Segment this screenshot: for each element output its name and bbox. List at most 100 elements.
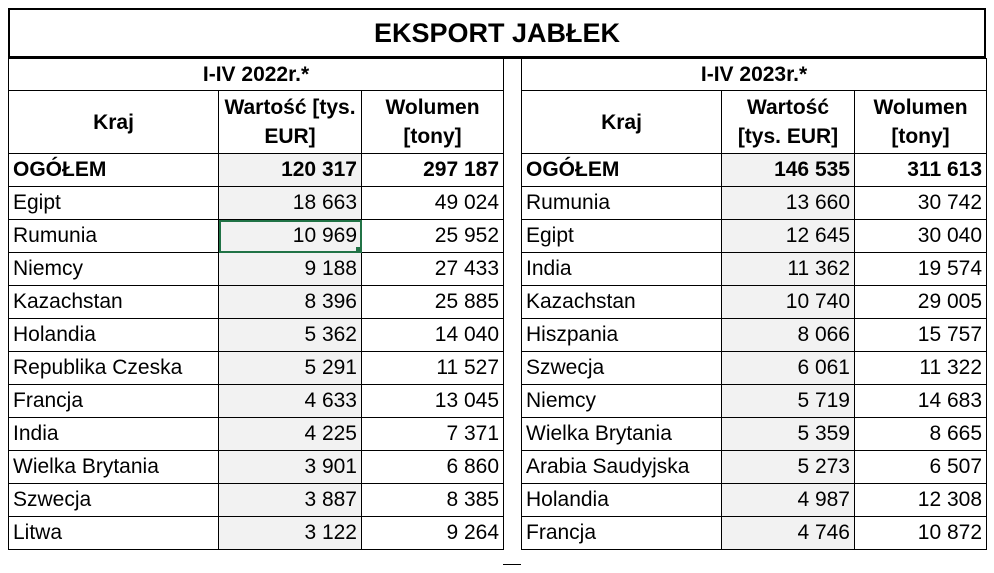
table-row: Kazachstan 10 740 29 005 xyxy=(521,285,988,319)
column-header-value[interactable]: Wartość [tys. EUR] xyxy=(721,90,855,154)
country-cell[interactable]: Egipt xyxy=(521,219,722,253)
period-header-2022[interactable]: I-IV 2022r.* xyxy=(7,58,505,91)
table-row: Francja 4 633 13 045 xyxy=(8,384,505,418)
country-cell[interactable]: Arabia Saudyjska xyxy=(521,450,722,484)
table-row: Rumunia 10 969 25 952 xyxy=(8,219,505,253)
volume-cell[interactable]: 8 665 xyxy=(853,417,988,451)
table-row: Egipt 12 645 30 040 xyxy=(521,219,988,253)
total-volume[interactable]: 297 187 xyxy=(360,153,505,187)
total-label[interactable]: OGÓŁEM xyxy=(8,153,219,187)
volume-cell[interactable]: 14 683 xyxy=(853,384,988,418)
value-cell[interactable]: 4 633 xyxy=(218,384,362,418)
table-row: Hiszpania 8 066 15 757 xyxy=(521,318,988,352)
table-row: Republika Czeska 5 291 11 527 xyxy=(8,351,505,385)
column-header-volume[interactable]: Wolumen [tony] xyxy=(360,90,505,154)
value-cell[interactable]: 4 987 xyxy=(721,483,855,517)
volume-cell[interactable]: 29 005 xyxy=(853,285,988,319)
value-cell[interactable]: 5 273 xyxy=(721,450,855,484)
country-cell[interactable]: Rumunia xyxy=(521,186,722,220)
country-cell[interactable]: Egipt xyxy=(8,186,219,220)
country-cell[interactable]: Republika Czeska xyxy=(8,351,219,385)
value-cell[interactable]: 4 225 xyxy=(218,417,362,451)
country-cell[interactable]: India xyxy=(8,417,219,451)
country-cell[interactable]: Holandia xyxy=(521,483,722,517)
table-row: Szwecja 3 887 8 385 xyxy=(8,483,505,517)
country-cell[interactable]: Niemcy xyxy=(521,384,722,418)
country-cell[interactable]: Kazachstan xyxy=(521,285,722,319)
country-cell[interactable]: India xyxy=(521,252,722,286)
volume-cell[interactable]: 6 507 xyxy=(853,450,988,484)
column-header-volume[interactable]: Wolumen [tony] xyxy=(853,90,988,154)
total-label[interactable]: OGÓŁEM xyxy=(521,153,722,187)
period-header-2023[interactable]: I-IV 2023r.* xyxy=(520,58,988,91)
country-cell[interactable]: Holandia xyxy=(8,318,219,352)
country-cell[interactable]: Rumunia xyxy=(8,219,219,253)
value-cell[interactable]: 11 362 xyxy=(721,252,855,286)
table-row: Holandia 5 362 14 040 xyxy=(8,318,505,352)
total-volume[interactable]: 311 613 xyxy=(853,153,988,187)
value-cell[interactable]: 18 663 xyxy=(218,186,362,220)
column-header-country[interactable]: Kraj xyxy=(521,90,722,154)
volume-cell[interactable]: 15 757 xyxy=(853,318,988,352)
volume-cell[interactable]: 10 872 xyxy=(853,516,988,550)
table-row: Francja 4 746 10 872 xyxy=(521,516,988,550)
country-cell[interactable]: Francja xyxy=(8,384,219,418)
country-cell[interactable]: Kazachstan xyxy=(8,285,219,319)
volume-cell[interactable]: 9 264 xyxy=(360,516,505,550)
country-cell[interactable]: Niemcy xyxy=(8,252,219,286)
volume-cell[interactable]: 49 024 xyxy=(360,186,505,220)
value-cell[interactable]: 10 740 xyxy=(721,285,855,319)
value-cell[interactable]: 5 291 xyxy=(218,351,362,385)
table-row: Niemcy 9 188 27 433 xyxy=(8,252,505,286)
value-cell[interactable]: 5 362 xyxy=(218,318,362,352)
table-row: Egipt 18 663 49 024 xyxy=(8,186,505,220)
country-cell[interactable]: Hiszpania xyxy=(521,318,722,352)
country-cell[interactable]: Wielka Brytania xyxy=(521,417,722,451)
total-value[interactable]: 120 317 xyxy=(218,153,362,187)
table-row: Kazachstan 8 396 25 885 xyxy=(8,285,505,319)
table-row: India 11 362 19 574 xyxy=(521,252,988,286)
volume-cell[interactable]: 7 371 xyxy=(360,417,505,451)
selected-cell[interactable]: 10 969 xyxy=(218,219,362,253)
fill-handle[interactable] xyxy=(356,247,361,252)
total-value[interactable]: 146 535 xyxy=(721,153,855,187)
volume-cell[interactable]: 19 574 xyxy=(853,252,988,286)
value-cell[interactable]: 5 359 xyxy=(721,417,855,451)
value-cell[interactable]: 8 396 xyxy=(218,285,362,319)
volume-cell[interactable]: 25 885 xyxy=(360,285,505,319)
volume-cell[interactable]: 12 308 xyxy=(853,483,988,517)
table-row: Niemcy 5 719 14 683 xyxy=(521,384,988,418)
value-cell[interactable]: 3 122 xyxy=(218,516,362,550)
column-header-value[interactable]: Wartość [tys. EUR] xyxy=(218,90,362,154)
value-cell[interactable]: 13 660 xyxy=(721,186,855,220)
volume-cell[interactable]: 13 045 xyxy=(360,384,505,418)
export-table-2023: I-IV 2023r.* Kraj Wartość [tys. EUR] Wol… xyxy=(520,58,988,550)
value-cell[interactable]: 8 066 xyxy=(721,318,855,352)
volume-cell[interactable]: 14 040 xyxy=(360,318,505,352)
country-cell[interactable]: Francja xyxy=(521,516,722,550)
volume-cell[interactable]: 27 433 xyxy=(360,252,505,286)
country-cell[interactable]: Litwa xyxy=(8,516,219,550)
value-cell[interactable]: 12 645 xyxy=(721,219,855,253)
separator-column xyxy=(503,58,521,565)
volume-cell[interactable]: 11 527 xyxy=(360,351,505,385)
volume-cell[interactable]: 11 322 xyxy=(853,351,988,385)
volume-cell[interactable]: 25 952 xyxy=(360,219,505,253)
volume-cell[interactable]: 30 742 xyxy=(853,186,988,220)
volume-cell[interactable]: 8 385 xyxy=(360,483,505,517)
value-cell[interactable]: 6 061 xyxy=(721,351,855,385)
country-cell[interactable]: Szwecja xyxy=(8,483,219,517)
value-cell[interactable]: 3 887 xyxy=(218,483,362,517)
volume-cell[interactable]: 6 860 xyxy=(360,450,505,484)
country-cell[interactable]: Wielka Brytania xyxy=(8,450,219,484)
value-cell[interactable]: 9 188 xyxy=(218,252,362,286)
country-cell[interactable]: Szwecja xyxy=(521,351,722,385)
value-cell[interactable]: 5 719 xyxy=(721,384,855,418)
value-cell[interactable]: 3 901 xyxy=(218,450,362,484)
value-cell[interactable]: 4 746 xyxy=(721,516,855,550)
export-table-2022: I-IV 2022r.* Kraj Wartość [tys. EUR] Wol… xyxy=(7,58,505,550)
sheet-title[interactable]: EKSPORT JABŁEK xyxy=(8,8,986,58)
volume-cell[interactable]: 30 040 xyxy=(853,219,988,253)
column-header-country[interactable]: Kraj xyxy=(8,90,219,154)
table-row: Szwecja 6 061 11 322 xyxy=(521,351,988,385)
